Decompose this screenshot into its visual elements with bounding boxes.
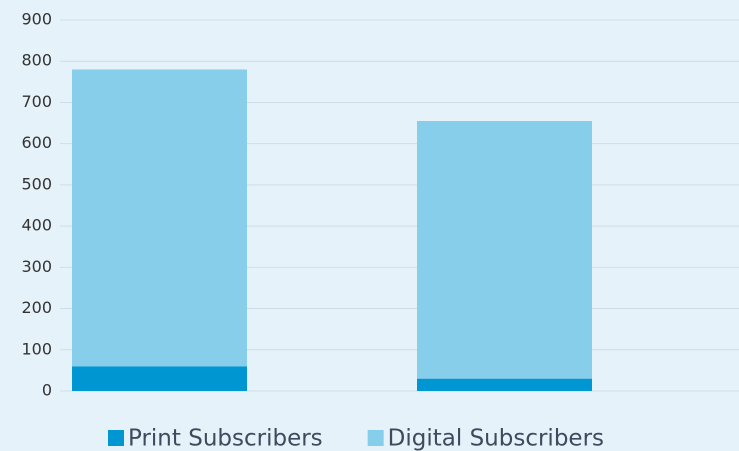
y-tick-label: 300 [21,257,52,276]
bar-segment [417,120,592,379]
y-tick-label: 100 [21,339,52,358]
y-tick-label: 900 [21,10,52,29]
y-tick-label: 700 [21,92,52,111]
y-tick-label: 800 [21,51,52,70]
legend-label: Digital Subscribers [388,426,604,451]
bar-segment [417,378,592,391]
y-tick-label: 500 [21,174,52,193]
y-tick-label: 0 [42,381,52,400]
y-tick-label: 400 [21,216,52,235]
y-tick-label: 600 [21,133,52,152]
legend-swatch [108,430,124,446]
legend-label: Print Subscribers [128,426,323,451]
legend-swatch [367,430,384,446]
y-tick-label: 200 [21,298,52,317]
bar-segment [72,366,247,391]
bar-segment [72,69,247,367]
